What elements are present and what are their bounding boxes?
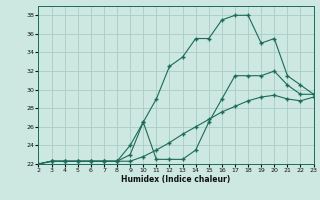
- X-axis label: Humidex (Indice chaleur): Humidex (Indice chaleur): [121, 175, 231, 184]
